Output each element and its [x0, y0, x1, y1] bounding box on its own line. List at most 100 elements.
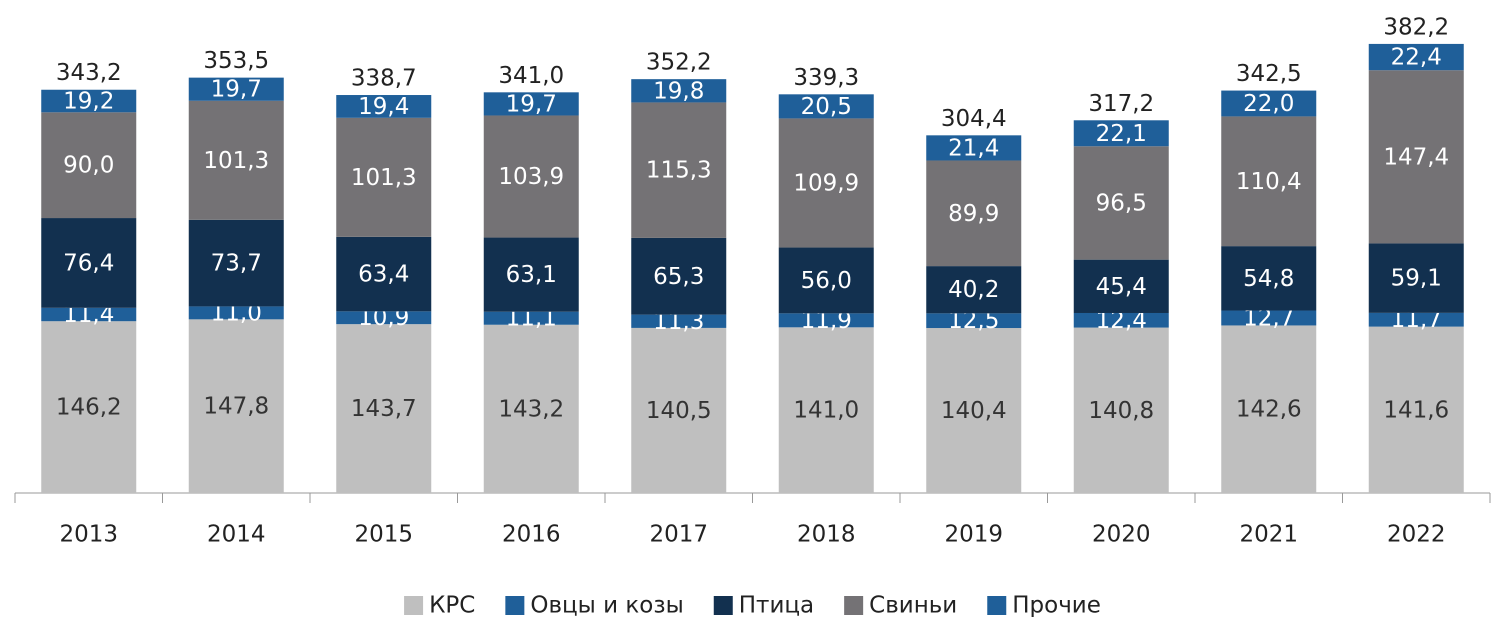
- data-label: 19,7: [506, 91, 557, 117]
- data-label: 19,8: [653, 78, 704, 104]
- x-tick-label: 2017: [649, 522, 708, 548]
- bar-segment: [1368, 70, 1464, 244]
- bar-segment: [188, 219, 284, 307]
- data-label: 101,3: [351, 165, 417, 191]
- data-label: 76,4: [63, 250, 114, 276]
- total-label: 382,2: [1383, 14, 1449, 40]
- bar-segment: [778, 118, 874, 248]
- bar-segment: [41, 321, 137, 493]
- data-label: 146,2: [56, 395, 122, 421]
- bar-segment: [1073, 146, 1169, 260]
- legend-label: КРС: [429, 593, 475, 618]
- bar-segment: [41, 89, 137, 113]
- x-tick-label: 2022: [1387, 522, 1446, 548]
- bar-segment: [1368, 243, 1464, 313]
- bar-segment: [336, 95, 432, 118]
- legend-label: Овцы и козы: [530, 593, 683, 618]
- bar-segment: [483, 237, 579, 312]
- total-label: 304,4: [941, 106, 1007, 132]
- bar-segment: [483, 92, 579, 116]
- data-label: 19,2: [63, 89, 114, 115]
- bar-segment: [336, 311, 432, 325]
- bar-segment: [778, 94, 874, 119]
- bar-segment: [926, 160, 1022, 267]
- bar-segment: [778, 327, 874, 493]
- bar-segment: [483, 311, 579, 325]
- x-tick-label: 2020: [1092, 522, 1151, 548]
- data-label: 143,2: [498, 396, 564, 422]
- x-tick-label: 2019: [944, 522, 1003, 548]
- total-label: 339,3: [793, 65, 859, 91]
- bar-segment: [1221, 325, 1317, 493]
- legend-swatch: [844, 596, 864, 615]
- bar-segment: [188, 77, 284, 101]
- total-label: 341,0: [498, 63, 564, 89]
- data-label: 21,4: [948, 135, 999, 161]
- data-label: 20,5: [801, 94, 852, 120]
- bar-segment: [926, 266, 1022, 314]
- legend-label: Прочие: [1012, 593, 1101, 618]
- data-label: 101,3: [203, 148, 269, 174]
- data-label: 19,4: [358, 94, 409, 120]
- bar-segment: [926, 135, 1022, 161]
- bar-segment: [778, 313, 874, 328]
- bar-segment: [188, 306, 284, 320]
- data-label: 143,7: [351, 396, 417, 422]
- bar-segment: [1221, 90, 1317, 117]
- total-label: 317,2: [1088, 91, 1154, 117]
- bar-segment: [336, 236, 432, 312]
- data-label: 140,8: [1088, 398, 1154, 424]
- bar-segment: [483, 324, 579, 493]
- data-label: 140,4: [941, 398, 1007, 424]
- data-label: 45,4: [1096, 274, 1147, 300]
- bar-segment: [631, 327, 727, 493]
- bar-segment: [1073, 312, 1169, 328]
- data-label: 63,4: [358, 262, 409, 288]
- data-label: 96,5: [1096, 190, 1147, 216]
- bar-segment: [1221, 116, 1317, 247]
- bar-segment: [631, 79, 727, 103]
- total-label: 342,5: [1236, 61, 1302, 87]
- x-tick-label: 2016: [502, 522, 561, 548]
- bar-segment: [1073, 259, 1169, 313]
- bar-segment: [483, 115, 579, 238]
- data-label: 19,7: [211, 77, 262, 103]
- bar-segment: [778, 247, 874, 314]
- total-label: 343,2: [56, 60, 122, 86]
- data-label: 59,1: [1391, 266, 1442, 292]
- data-label: 109,9: [793, 170, 859, 196]
- bar-segment: [336, 324, 432, 493]
- data-label: 63,1: [506, 262, 557, 288]
- legend-swatch: [505, 596, 525, 615]
- data-label: 65,3: [653, 264, 704, 290]
- x-tick-label: 2013: [59, 522, 118, 548]
- legend-swatch: [987, 596, 1007, 615]
- bar-segment: [926, 328, 1022, 493]
- data-label: 141,0: [793, 398, 859, 424]
- bar-segment: [1221, 310, 1317, 326]
- bar-segment: [41, 218, 137, 308]
- legend-label: Птица: [739, 593, 814, 618]
- data-label: 110,4: [1236, 169, 1302, 195]
- bar-segment: [188, 319, 284, 493]
- x-tick-label: 2014: [207, 522, 266, 548]
- data-label: 147,8: [203, 394, 269, 420]
- data-label: 140,5: [646, 398, 712, 424]
- bar-segment: [631, 102, 727, 238]
- bar-segment: [926, 313, 1022, 329]
- legend-label: Свиньи: [869, 593, 957, 618]
- x-tick-label: 2015: [354, 522, 413, 548]
- bar-segment: [631, 314, 727, 328]
- bar-segment: [41, 307, 137, 322]
- data-label: 22,0: [1243, 91, 1294, 117]
- data-label: 147,4: [1383, 144, 1449, 170]
- data-label: 90,0: [63, 153, 114, 179]
- bar-segment: [631, 237, 727, 315]
- data-label: 89,9: [948, 201, 999, 227]
- data-label: 40,2: [948, 277, 999, 303]
- data-label: 103,9: [498, 164, 564, 190]
- bar-segment: [41, 112, 137, 219]
- x-tick-label: 2018: [797, 522, 856, 548]
- data-label: 73,7: [211, 251, 262, 277]
